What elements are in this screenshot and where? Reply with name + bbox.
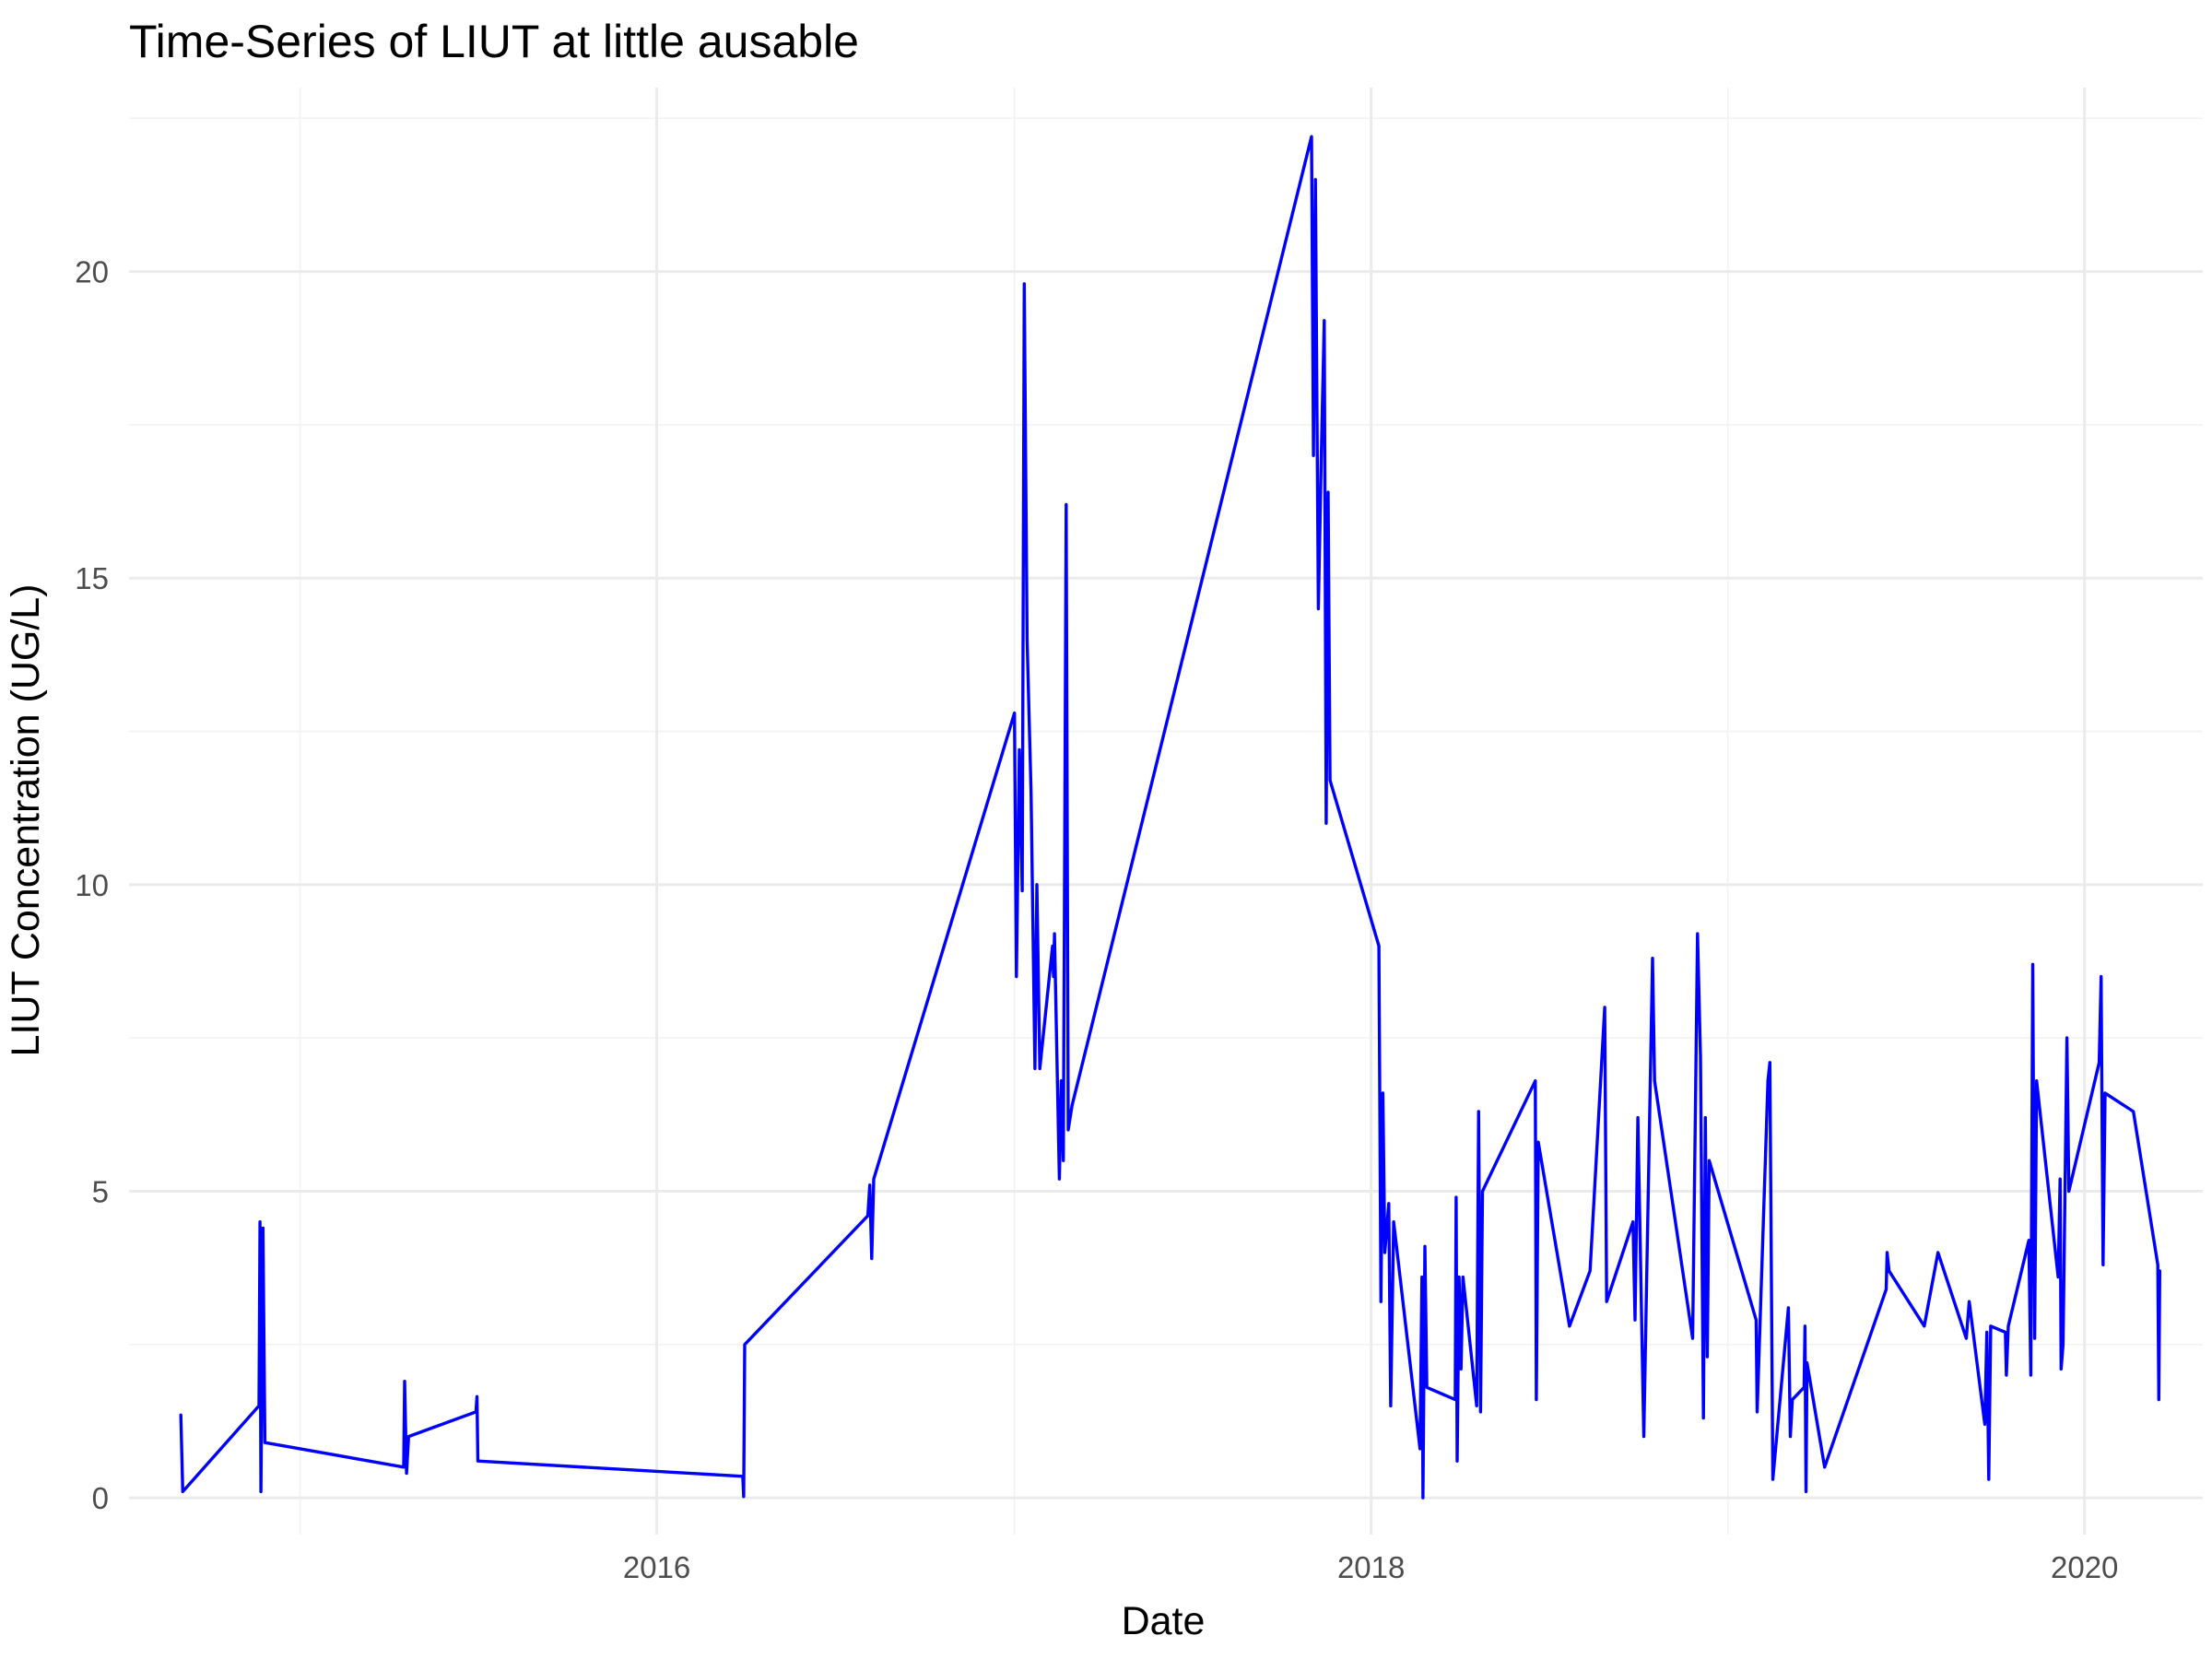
grid	[129, 88, 2203, 1535]
y-axis-title: LIUT Concentration (UG/L)	[4, 583, 48, 1056]
chart-title: Time-Series of LIUT at little ausable	[129, 16, 859, 67]
y-tick-label: 20	[75, 255, 109, 289]
series-layer	[179, 135, 2161, 1500]
y-tick-label: 0	[92, 1481, 109, 1515]
x-tick-label: 2020	[2051, 1550, 2118, 1584]
x-tick-label: 2016	[623, 1550, 690, 1584]
y-tick-label: 15	[75, 561, 109, 595]
x-axis-ticks: 2016 2018 2020	[623, 1550, 2119, 1584]
y-tick-label: 5	[92, 1174, 109, 1208]
x-tick-label: 2018	[1337, 1550, 1405, 1584]
y-tick-label: 10	[75, 868, 109, 902]
y-axis-ticks: 0 5 10 15 20	[75, 255, 109, 1516]
series-line-1	[179, 135, 2161, 1500]
x-axis-title: Date	[1122, 1599, 1206, 1643]
